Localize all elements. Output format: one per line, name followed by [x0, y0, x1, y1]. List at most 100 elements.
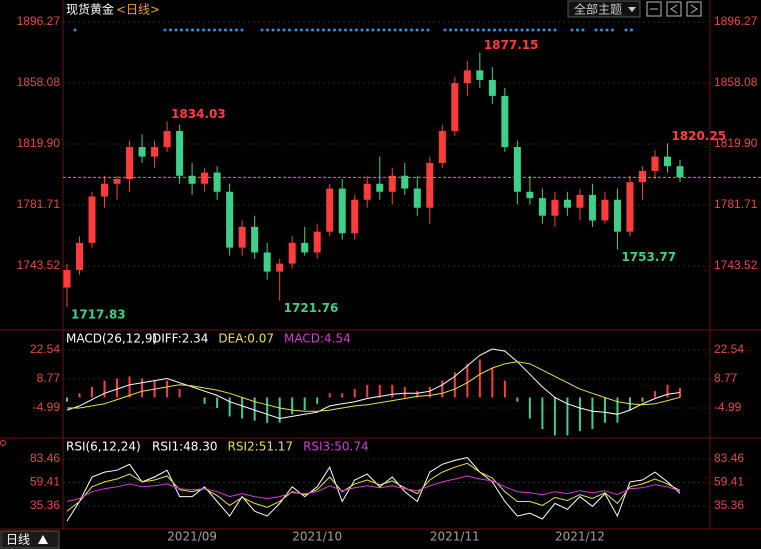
signal-dot [594, 28, 598, 32]
y-tick-label: -4.99 [33, 400, 61, 414]
candle-body [213, 172, 221, 192]
y-tick-label: 35.36 [30, 498, 60, 512]
signal-dot [509, 28, 513, 32]
x-tick-label: 2021/10 [292, 530, 342, 544]
signal-dot [581, 28, 585, 32]
candle-body [251, 226, 259, 253]
signal-dot [531, 28, 535, 32]
y-tick-label: -4.99 [714, 400, 742, 414]
signal-dot [355, 28, 358, 32]
indicator-line [66, 456, 681, 522]
candle-body [326, 188, 334, 232]
candle-body [201, 172, 209, 184]
candle-body [276, 263, 284, 272]
candle-body [188, 175, 196, 184]
signal-dot [163, 28, 167, 32]
signal-dot [415, 28, 419, 32]
signal-dot [240, 28, 244, 32]
candle-body [451, 83, 459, 132]
icon-button[interactable] [686, 1, 702, 17]
x-tick-label: 2021/11 [430, 530, 480, 544]
candle-body [413, 188, 421, 208]
signal-dot [537, 28, 540, 32]
signal-dot [460, 28, 463, 32]
signal-dot [311, 28, 314, 32]
indicator-line [66, 462, 681, 512]
signal-dot [266, 28, 269, 32]
toolbar-icons [646, 1, 702, 17]
y-tick-label: 1896.27 [17, 14, 61, 28]
icon-glyph [690, 4, 698, 14]
candle-body [63, 270, 71, 288]
signal-dot [421, 28, 424, 32]
signal-dot [553, 28, 557, 32]
y-tick-label: 22.54 [714, 342, 744, 356]
signal-dot [600, 28, 603, 32]
candle-body [263, 252, 271, 272]
signal-dot [277, 28, 280, 32]
signal-dot [288, 28, 291, 32]
macd-title: MACD(26,12,9) [66, 332, 157, 346]
candle-body [426, 162, 434, 208]
signal-dot [316, 28, 320, 32]
signal-dot [493, 28, 496, 32]
candle-body [226, 191, 234, 248]
signal-dot [191, 28, 194, 32]
signal-dot [169, 28, 172, 32]
signal-dot [322, 28, 325, 32]
candle-body [676, 166, 684, 178]
candle-body [288, 242, 296, 264]
legend-entry: RSI1:48.30 [152, 440, 218, 454]
theme-button[interactable] [567, 0, 641, 18]
legend-entry: RSI3:50.74 [303, 440, 369, 454]
signal-dot [235, 28, 238, 32]
rsi-title: RSI(6,12,24) [66, 440, 141, 454]
low-label: 1717.83 [71, 308, 126, 322]
signal-dot [393, 28, 397, 32]
low-label: 1753.77 [621, 250, 676, 264]
candle-body [351, 199, 359, 234]
candle-body [476, 70, 484, 80]
signal-dot [449, 28, 452, 32]
signal-dot [504, 28, 507, 32]
indicator-dot [0, 440, 6, 446]
y-tick-label: 59.41 [30, 475, 60, 489]
signal-dot [327, 28, 331, 32]
signal-dot [202, 28, 205, 32]
signal-dot [271, 28, 275, 32]
instrument-title: 现货黄金 [66, 2, 114, 17]
signal-dot [371, 28, 375, 32]
candle-body [388, 175, 396, 192]
icon-button[interactable] [646, 1, 662, 17]
low-label: 1721.76 [284, 301, 339, 315]
signal-dot [229, 28, 233, 32]
signal-dot [260, 28, 264, 32]
period-button-label: 日线 [6, 533, 30, 547]
signal-dot [487, 28, 491, 32]
y-tick-label: 1743.52 [17, 258, 61, 272]
signal-dot [305, 28, 309, 32]
signal-dot [570, 28, 574, 32]
signal-dot [410, 28, 413, 32]
candle-body [488, 79, 496, 96]
candle-body [501, 95, 509, 148]
candle-body [176, 131, 184, 176]
signal-dot [526, 28, 529, 32]
indicator-line [67, 361, 681, 412]
signal-dot [338, 28, 342, 32]
signal-dot [282, 28, 286, 32]
candle-body [88, 196, 96, 243]
candle-body [113, 178, 121, 184]
icon-button[interactable] [666, 1, 682, 17]
high-label: 1834.03 [171, 107, 226, 121]
period-button-arrow [38, 535, 48, 544]
signal-dot [471, 28, 474, 32]
y-tick-label: 1896.27 [714, 14, 758, 28]
candle-body [401, 175, 409, 189]
dropdown-arrow [628, 7, 636, 12]
signal-dot [426, 28, 430, 32]
signal-dot [294, 28, 298, 32]
candle-body [651, 156, 659, 171]
